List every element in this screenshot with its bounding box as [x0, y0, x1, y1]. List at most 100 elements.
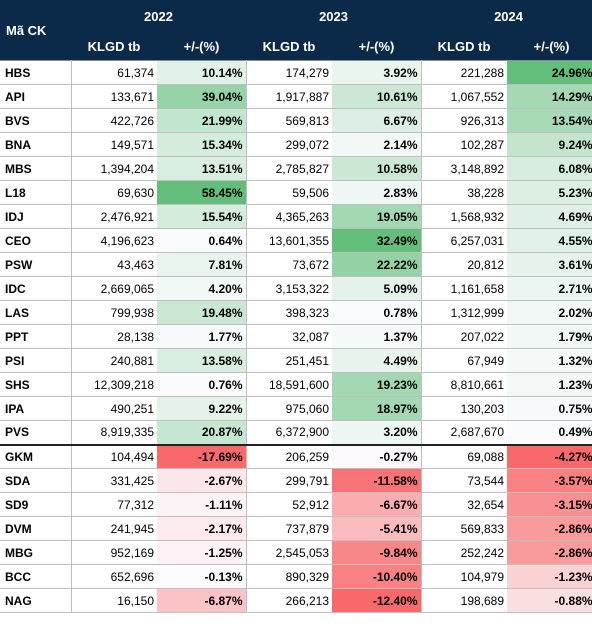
change-cell-2023: 22.22% — [332, 252, 422, 277]
pct-header: +/-(%) — [157, 32, 247, 61]
ticker-cell: PVS — [0, 420, 72, 445]
volume-cell-2022: 422,726 — [71, 108, 157, 133]
change-cell-2022: -17.69% — [157, 443, 247, 469]
ticker-cell: LAS — [0, 300, 72, 325]
table-row: BNA 149,571 15.34% 299,072 2.14% 102,287 9.24% — [0, 132, 592, 157]
change-cell-2024: -3.15% — [507, 492, 592, 517]
volume-cell-2023: 13,601,355 — [246, 228, 333, 253]
year-header-2022: 2022 — [71, 0, 247, 32]
volume-cell-2024: 8,810,661 — [421, 372, 508, 397]
change-cell-2023: 32.49% — [332, 228, 422, 253]
volume-cell-2024: 38,228 — [421, 180, 508, 205]
ticker-cell: CEO — [0, 228, 72, 253]
change-cell-2022: -6.87% — [157, 588, 247, 613]
ticker-cell: SDA — [0, 468, 72, 493]
volume-cell-2024: 69,088 — [421, 443, 508, 469]
volume-cell-2022: 104,494 — [71, 443, 157, 469]
vol-header: KLGD tb — [71, 32, 157, 61]
change-cell-2024: 4.55% — [507, 228, 592, 253]
change-cell-2022: 39.04% — [157, 84, 247, 109]
change-cell-2024: 5.23% — [507, 180, 592, 205]
volume-cell-2022: 2,669,065 — [71, 276, 157, 301]
ticker-cell: PSI — [0, 348, 72, 373]
vol-header: KLGD tb — [246, 32, 333, 61]
volume-cell-2024: 1,568,932 — [421, 204, 508, 229]
volume-cell-2023: 73,672 — [246, 252, 333, 277]
change-cell-2023: 10.58% — [332, 156, 422, 181]
change-cell-2023: 10.61% — [332, 84, 422, 109]
volume-cell-2022: 799,938 — [71, 300, 157, 325]
table-row: MBG 952,169 -1.25% 2,545,053 -9.84% 252,242 -2… — [0, 540, 592, 565]
table-header: Mã CK 2022 2023 2024 KLGD tb +/-(%) KLGD… — [0, 0, 592, 61]
ticker-cell: PPT — [0, 324, 72, 349]
table-row: BVS 422,726 21.99% 569,813 6.67% 926,313 13.54… — [0, 108, 592, 133]
table-row: HBS 61,374 10.14% 174,279 3.92% 221,288 24.96% — [0, 60, 592, 85]
volume-cell-2022: 1,394,204 — [71, 156, 157, 181]
volume-cell-2023: 299,072 — [246, 132, 333, 157]
volume-cell-2024: 1,161,658 — [421, 276, 508, 301]
table-row: L18 69,630 58.45% 59,506 2.83% 38,228 5.23% — [0, 180, 592, 205]
change-cell-2024: -2.86% — [507, 516, 592, 541]
ticker-cell: PSW — [0, 252, 72, 277]
volume-cell-2024: 207,022 — [421, 324, 508, 349]
volume-cell-2024: 32,654 — [421, 492, 508, 517]
volume-cell-2022: 652,696 — [71, 564, 157, 589]
volume-cell-2022: 952,169 — [71, 540, 157, 565]
volume-cell-2023: 2,545,053 — [246, 540, 333, 565]
change-cell-2024: -1.23% — [507, 564, 592, 589]
ticker-cell: GKM — [0, 443, 72, 469]
table-row: SDA 331,425 -2.67% 299,791 -11.58% 73,544 -3.5… — [0, 468, 592, 493]
ticker-cell: L18 — [0, 180, 72, 205]
volume-cell-2022: 133,671 — [71, 84, 157, 109]
change-cell-2022: 7.81% — [157, 252, 247, 277]
volume-cell-2024: 1,312,999 — [421, 300, 508, 325]
change-cell-2022: 15.54% — [157, 204, 247, 229]
pct-header: +/-(%) — [332, 32, 422, 61]
table-row: DVM 241,945 -2.17% 737,879 -5.41% 569,833 -2.8… — [0, 516, 592, 541]
change-cell-2023: 5.09% — [332, 276, 422, 301]
ticker-cell: HBS — [0, 60, 72, 85]
volume-cell-2023: 32,087 — [246, 324, 333, 349]
change-cell-2024: 9.24% — [507, 132, 592, 157]
volume-cell-2024: 67,949 — [421, 348, 508, 373]
pct-header: +/-(%) — [507, 32, 592, 61]
table-row: GKM 104,494 -17.69% 206,259 -0.27% 69,088 -4.2… — [0, 443, 592, 469]
ticker-cell: MBG — [0, 540, 72, 565]
change-cell-2023: 18.97% — [332, 396, 422, 421]
table-row: API 133,671 39.04% 1,917,887 10.61% 1,067,552… — [0, 84, 592, 109]
code-column-header: Mã CK — [0, 0, 71, 61]
change-cell-2024: 0.75% — [507, 396, 592, 421]
volume-cell-2023: 251,451 — [246, 348, 333, 373]
change-cell-2022: 19.48% — [157, 300, 247, 325]
change-cell-2024: 1.79% — [507, 324, 592, 349]
change-cell-2024: 24.96% — [507, 60, 592, 85]
volume-cell-2024: 926,313 — [421, 108, 508, 133]
table-row: SHS 12,309,218 0.76% 18,591,600 19.23% 8,810,… — [0, 372, 592, 397]
change-cell-2022: 58.45% — [157, 180, 247, 205]
year-header-2024: 2024 — [421, 0, 592, 32]
ticker-cell: IDC — [0, 276, 72, 301]
table-row: PPT 28,138 1.77% 32,087 1.37% 207,022 1.79% — [0, 324, 592, 349]
ticker-cell: BNA — [0, 132, 72, 157]
table-row: BCC 652,696 -0.13% 890,329 -10.40% 104,979 -1.… — [0, 564, 592, 589]
change-cell-2024: 3.61% — [507, 252, 592, 277]
change-cell-2022: 13.58% — [157, 348, 247, 373]
volume-cell-2023: 52,912 — [246, 492, 333, 517]
ticker-cell: IDJ — [0, 204, 72, 229]
change-cell-2024: 0.49% — [507, 420, 592, 445]
change-cell-2022: 15.34% — [157, 132, 247, 157]
ticker-cell: API — [0, 84, 72, 109]
volume-cell-2022: 16,150 — [71, 588, 157, 613]
change-cell-2023: 2.83% — [332, 180, 422, 205]
change-cell-2024: 1.23% — [507, 372, 592, 397]
volume-cell-2022: 28,138 — [71, 324, 157, 349]
volume-cell-2022: 4,196,623 — [71, 228, 157, 253]
volume-cell-2024: 198,689 — [421, 588, 508, 613]
change-cell-2023: -9.84% — [332, 540, 422, 565]
change-cell-2024: 14.29% — [507, 84, 592, 109]
change-cell-2022: 10.14% — [157, 60, 247, 85]
change-cell-2023: -12.40% — [332, 588, 422, 613]
ticker-cell: SHS — [0, 372, 72, 397]
change-cell-2022: -0.13% — [157, 564, 247, 589]
change-cell-2022: 1.77% — [157, 324, 247, 349]
